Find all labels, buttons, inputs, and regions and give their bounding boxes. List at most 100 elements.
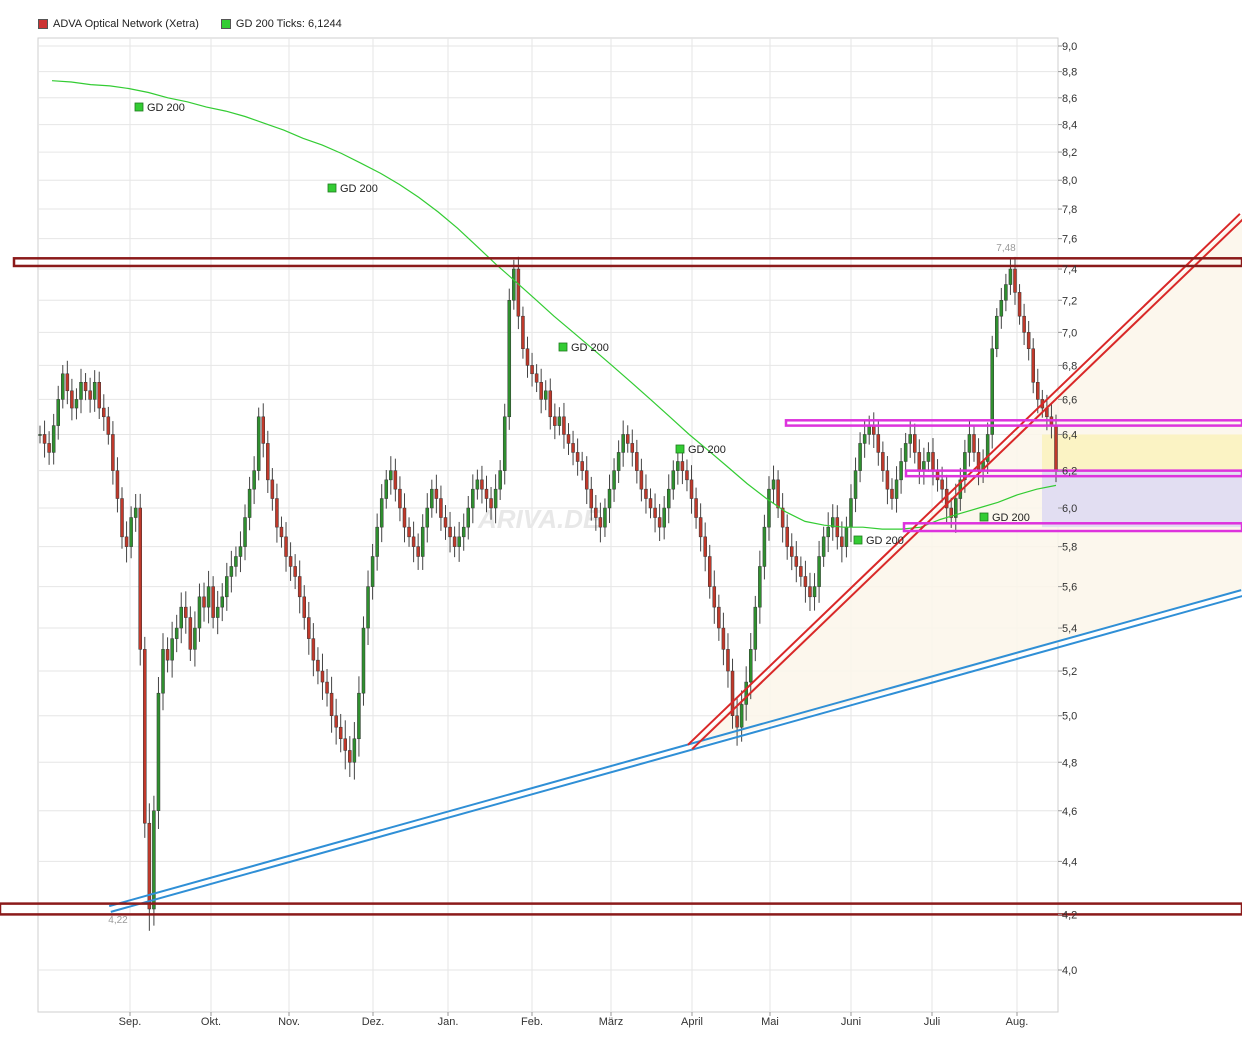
- y-tick-label: 4,6: [1062, 806, 1077, 818]
- candle-body: [844, 526, 849, 547]
- candle-body: [266, 443, 270, 481]
- candle-body: [890, 488, 894, 499]
- candle-body: [922, 461, 926, 471]
- candle-body: [726, 649, 730, 672]
- candle-body: [707, 556, 712, 587]
- candle-body: [329, 692, 334, 716]
- candle-body: [461, 526, 466, 538]
- candle-body: [612, 470, 616, 490]
- candle-body: [748, 649, 753, 683]
- candle-body: [676, 461, 680, 471]
- candle-body: [594, 507, 598, 518]
- y-tick-label: 4,8: [1062, 757, 1077, 769]
- candle-body: [174, 627, 179, 639]
- candle-body: [348, 750, 352, 763]
- candle-body: [225, 576, 229, 598]
- candle-body: [152, 810, 156, 910]
- candle-body: [872, 425, 876, 435]
- candle-body: [102, 407, 106, 418]
- candle-body: [525, 348, 530, 366]
- candle-body: [553, 416, 557, 426]
- candle-body: [252, 470, 256, 490]
- x-axis: Sep. Okt. Nov. Dez. Jan. Feb. März April Mai Juni…: [119, 1012, 1028, 1028]
- red-trendline: [691, 218, 1242, 750]
- candle-body: [97, 382, 101, 409]
- gd200-marker: [327, 183, 337, 193]
- low-label: 4,22: [108, 915, 128, 926]
- candle-body: [985, 434, 990, 462]
- resistance-box: [12, 257, 1242, 268]
- candle-body: [215, 606, 220, 618]
- y-tick-label: 7,4: [1062, 264, 1077, 276]
- candle-body: [238, 546, 243, 557]
- gd200-marker: [134, 102, 144, 112]
- candle-body: [56, 399, 60, 426]
- candle-body: [311, 638, 316, 661]
- candle-body: [744, 681, 748, 705]
- candle-body: [398, 488, 402, 509]
- candle-body: [635, 452, 639, 471]
- y-tick-label: 5,0: [1062, 711, 1077, 723]
- candle-body: [972, 434, 976, 453]
- candle-body: [903, 443, 908, 462]
- candle-body: [284, 536, 288, 557]
- candle-body: [51, 425, 56, 453]
- candle-body: [799, 566, 803, 577]
- candle-body: [229, 566, 234, 577]
- candle-body: [439, 498, 443, 518]
- candle-body: [307, 617, 311, 639]
- candle-body: [243, 517, 247, 547]
- candle-body: [489, 498, 493, 509]
- legend-item-gd200[interactable]: GD 200 Ticks: 6,1244: [220, 18, 342, 30]
- red-trendline: [687, 213, 1241, 746]
- candle-body: [206, 586, 211, 608]
- zones: [690, 215, 1242, 748]
- candle-body: [603, 507, 607, 528]
- candle-body: [967, 434, 972, 453]
- candle-body: [584, 470, 589, 490]
- candle-body: [621, 434, 625, 453]
- y-tick-label: 5,4: [1062, 623, 1077, 635]
- candle-body: [780, 507, 785, 528]
- candle-body: [758, 566, 762, 608]
- candle-body: [894, 479, 899, 499]
- x-tick-label: Feb.: [521, 1016, 543, 1028]
- candle-body: [79, 382, 83, 400]
- candle-body: [954, 498, 958, 518]
- candle-body: [361, 627, 366, 694]
- candle-body: [580, 461, 584, 471]
- candle-body: [379, 498, 384, 528]
- y-tick-label: 7,2: [1062, 295, 1077, 307]
- candle-body: [334, 715, 338, 728]
- candle-body: [717, 606, 721, 629]
- candle-body: [493, 488, 498, 509]
- candles: [38, 256, 1058, 931]
- candle-body: [762, 526, 767, 567]
- x-tick-label: Mai: [761, 1016, 779, 1028]
- candle-body: [507, 300, 512, 418]
- candle-body: [926, 452, 931, 462]
- legend-label-adva: ADVA Optical Network (Xetra): [53, 18, 199, 30]
- gd200-marker: [979, 512, 989, 522]
- candle-body: [566, 434, 571, 444]
- candle-body: [630, 443, 635, 453]
- magenta-box-upper: [784, 419, 1242, 427]
- candle-body: [407, 526, 411, 538]
- candle-body: [976, 452, 981, 471]
- gd200-marker-label: GD 200: [992, 512, 1030, 524]
- y-tick-label: 8,0: [1062, 175, 1077, 187]
- candle-body: [111, 434, 115, 471]
- candle-body: [808, 586, 812, 598]
- candle-body: [999, 300, 1004, 317]
- legend-label-gd200: GD 200 Ticks: 6,1244: [235, 18, 342, 30]
- candle-body: [794, 556, 799, 567]
- candle-body: [817, 556, 821, 587]
- candle-body: [188, 617, 193, 650]
- legend-item-adva[interactable]: ADVA Optical Network (Xetra): [38, 18, 199, 30]
- candle-body: [680, 461, 685, 471]
- x-tick-label: Jan.: [438, 1016, 459, 1028]
- y-axis: 4,0 4,2 4,4 4,6 4,8 5,0 5,2 5,4 5,6 5,8 6,0 6,2 6,4 6…: [1058, 41, 1077, 977]
- candle-body: [1036, 382, 1040, 400]
- candle-body: [639, 470, 644, 490]
- candle-body: [92, 382, 97, 400]
